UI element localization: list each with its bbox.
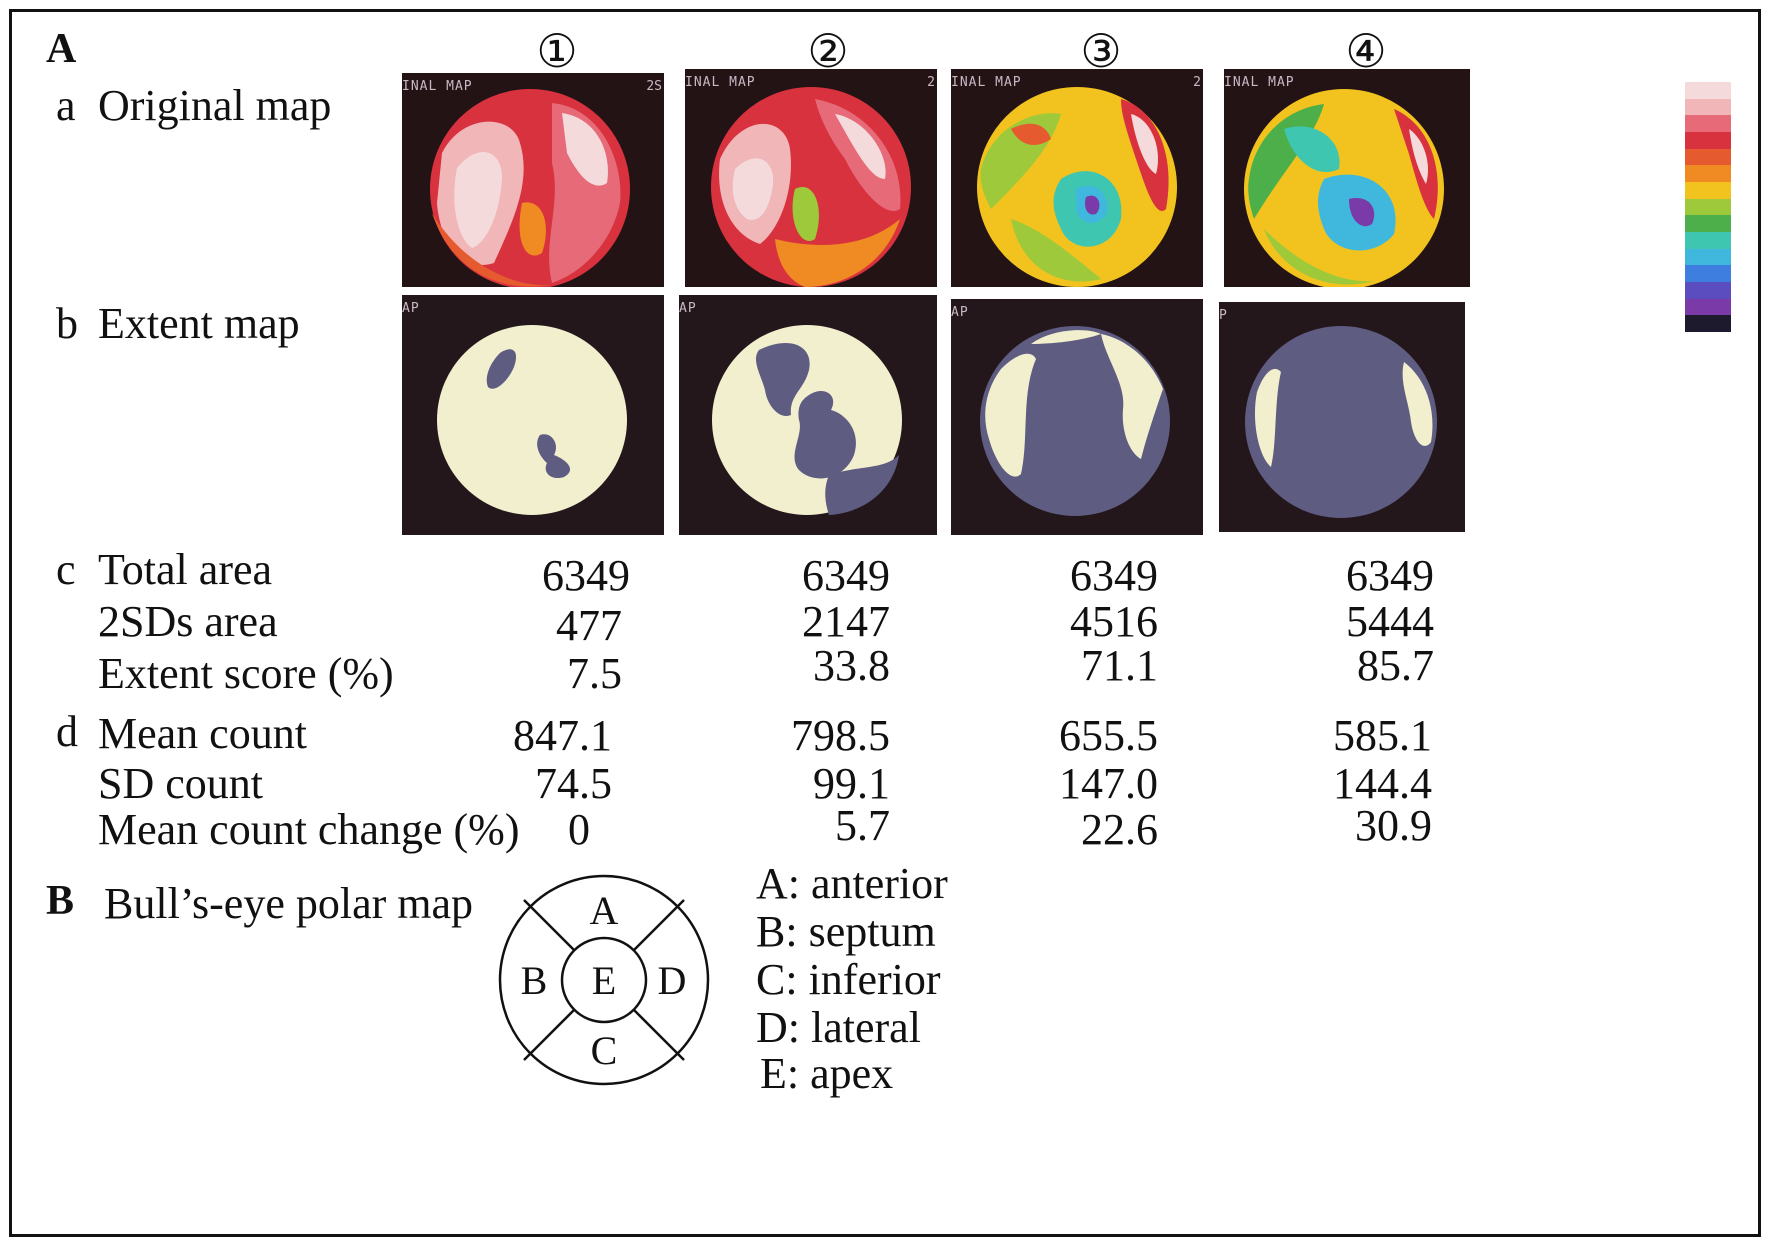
extent-score-value-3: 71.1 [1081,641,1158,690]
polar-map-image-2 [711,87,911,287]
mean-count-change-value-2: 5.7 [835,801,890,850]
polar-map-image-4 [1244,89,1444,287]
panel-b-label: B [46,878,75,924]
extent-score-label: Extent score (%) [98,649,394,698]
2sds-area-label: 2SDs area [98,597,278,646]
tile-caption: INAL MAP [951,75,1022,90]
mean-count-value-1: 847.1 [513,711,612,760]
column-header-2: ② [807,24,849,78]
tile-caption: INAL MAP [1224,75,1295,90]
total-area-value-2: 6349 [802,551,890,600]
sd-count-value-2: 99.1 [813,759,890,808]
tile-corner-text: 2 [927,75,935,90]
color-scale-step-10 [1685,231,1731,249]
extent-score-value-2: 33.8 [813,641,890,690]
mean-count-value-2: 798.5 [791,711,890,760]
extent-map-4: P [1219,302,1465,532]
2sds-area-value-1: 477 [556,601,622,650]
row-a-label: Original map [98,81,332,130]
mean-count-change-value-4: 30.9 [1355,801,1432,850]
legend-septum: B: septum [756,907,936,956]
bullseye-diagram: A B E D C [498,874,710,1086]
extent-map-1: AP [402,295,664,535]
column-header-3: ③ [1080,24,1122,78]
section-c-letter: c [56,545,76,594]
sd-count-value-4: 144.4 [1333,759,1432,808]
extent-map-image-4 [1245,326,1437,518]
polar-map-image-1 [430,89,630,287]
color-scale-step-12 [1685,265,1731,282]
polar-map-image-3 [977,87,1177,287]
color-scale-step-9 [1685,215,1731,232]
original-map-2: INAL MAP 2 [685,69,937,287]
total-area-value-3: 6349 [1070,551,1158,600]
color-scale-bar [1685,82,1731,332]
panel-a-label: A [46,26,77,72]
color-scale-step-15 [1685,315,1731,332]
color-scale-step-7 [1685,181,1731,199]
2sds-area-value-3: 4516 [1070,597,1158,646]
legend-inferior: C: inferior [756,955,941,1004]
mean-count-value-3: 655.5 [1059,711,1158,760]
mean-count-change-value-1: 0 [568,805,590,854]
segment-label-anterior: A [590,888,619,933]
extent-map-image-3 [980,326,1170,516]
tile-corner-text: 2S [646,79,662,94]
2sds-area-value-2: 2147 [802,597,890,646]
legend-apex: E: apex [760,1049,894,1098]
tile-corner-text: 2 [1193,75,1201,90]
extent-score-value-4: 85.7 [1357,641,1434,690]
legend-lateral: D: lateral [756,1003,921,1052]
row-b-label: Extent map [98,299,300,348]
segment-label-lateral: D [658,958,687,1003]
column-header-4: ④ [1345,24,1387,78]
sd-count-value-3: 147.0 [1059,759,1158,808]
tile-caption: INAL MAP [685,75,756,90]
tile-caption: AP [402,301,420,316]
total-area-value-1: 6349 [542,551,630,600]
color-scale-step-3 [1685,115,1731,132]
total-area-label: Total area [98,545,273,594]
color-scale-step-6 [1685,165,1731,182]
color-scale-step-5 [1685,148,1731,166]
extent-map-3: AP [951,299,1203,535]
sd-count-label: SD count [98,759,263,808]
sd-count-value-1: 74.5 [535,759,612,808]
column-header-1: ① [536,24,578,78]
extent-map-image-2 [712,325,902,515]
original-map-1: INAL MAP 2S [402,73,664,287]
row-a-letter: a [56,81,76,130]
mean-count-change-value-3: 22.6 [1081,805,1158,854]
total-area-value-4: 6349 [1346,551,1434,600]
segment-label-inferior: C [591,1028,618,1073]
color-scale-step-1 [1685,82,1731,99]
color-scale-step-14 [1685,298,1731,316]
row-b-letter: b [56,299,78,348]
extent-map-2: AP [679,295,937,535]
mean-count-value-4: 585.1 [1333,711,1432,760]
original-map-4: INAL MAP [1224,69,1470,287]
figure-frame: A ① ② ③ ④ a Original map INAL MAP 2S INA… [9,9,1761,1237]
color-scale-step-4 [1685,131,1731,149]
segment-label-apex: E [592,958,616,1003]
color-scale-step-11 [1685,248,1731,266]
extent-score-value-1: 7.5 [567,649,622,698]
tile-caption: AP [679,301,697,316]
extent-map-image-1 [437,325,627,515]
color-scale-step-8 [1685,198,1731,216]
2sds-area-value-4: 5444 [1346,597,1434,646]
tile-caption: P [1219,308,1228,323]
tile-caption: INAL MAP [402,79,473,94]
color-scale-step-2 [1685,98,1731,116]
original-map-3: INAL MAP 2 [951,69,1203,287]
mean-count-change-label: Mean count change (%) [98,805,520,854]
section-d-letter: d [56,707,78,756]
bullseye-title: Bull’s-eye polar map [104,879,474,928]
segment-label-septum: B [521,958,548,1003]
color-scale-step-13 [1685,281,1731,299]
legend-anterior: A: anterior [756,859,948,908]
mean-count-label: Mean count [98,709,307,758]
tile-caption: AP [951,305,969,320]
